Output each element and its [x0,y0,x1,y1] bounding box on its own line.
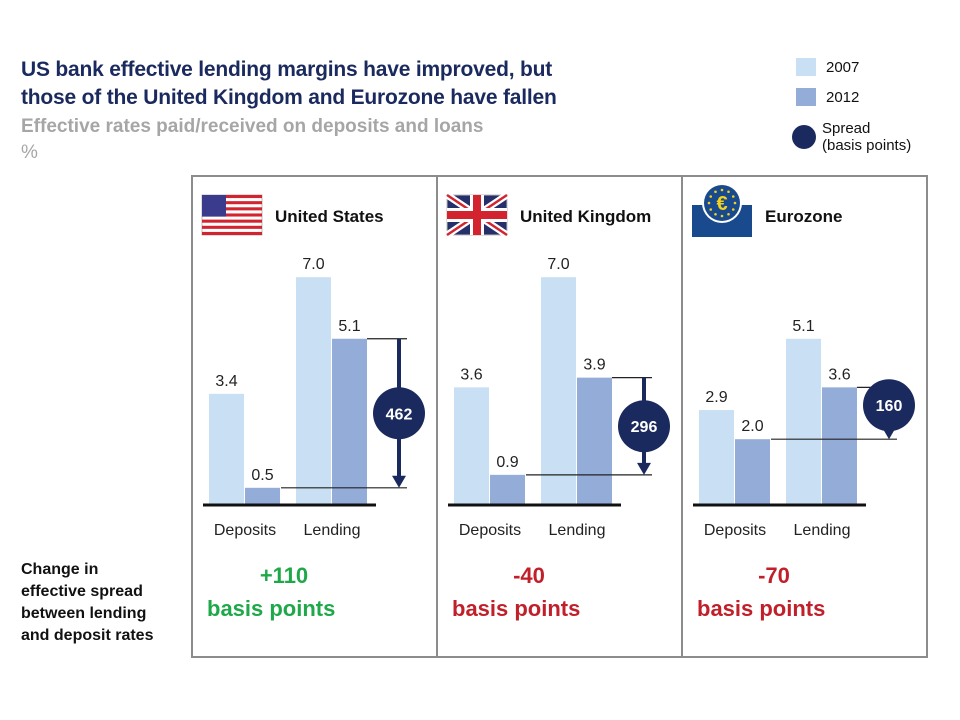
legend-label-2007: 2007 [826,58,860,76]
euro-sign-icon: € [716,193,727,215]
legend-item-spread: Spread (basis points) [792,120,911,154]
legend-spread-line-1: Spread [822,120,871,137]
bar-label-united-kingdom-lending-2007: 7.0 [547,256,569,273]
legend-swatch-2007 [796,58,816,76]
spread-callout-pointer-icon [882,427,896,440]
euro-emblem-star [707,201,711,205]
bar-label-eurozone-lending-2007: 5.1 [792,318,814,335]
bar-eurozone-lending-2007 [786,338,821,504]
legend-label-2012: 2012 [826,88,860,106]
bar-label-united-kingdom-deposits-2007: 3.6 [460,366,482,383]
bar-united-kingdom-deposits-2007 [454,387,489,504]
us-flag-stripe [202,195,262,199]
spread-dot-icon [792,125,816,149]
spread-badge [373,387,425,440]
chart-title-line-1: US bank effective lending margins have i… [21,58,553,81]
change-unit-united-states: basis points [207,596,335,621]
bar-label-united-kingdom-deposits-2012: 0.9 [496,454,518,471]
category-label-lending: Lending [794,522,851,539]
bar-united-kingdom-lending-2007 [541,277,576,504]
unit-label: % [21,142,38,163]
bar-eurozone-deposits-2012 [735,439,770,504]
euro-emblem-star [720,188,724,192]
uk-flag-cross-red [447,211,507,219]
spread-arrowhead-icon [392,475,406,488]
bar-label-eurozone-deposits-2007: 2.9 [705,389,727,406]
euro-emblem-star [709,195,713,198]
category-label-lending: Lending [304,522,361,539]
category-label-deposits: Deposits [459,522,521,539]
change-unit-united-kingdom: basis points [452,596,580,621]
side-label-line-4: and deposit rates [21,627,154,644]
bar-label-united-states-deposits-2012: 0.5 [251,467,273,484]
euro-emblem-star [714,190,717,194]
panel-title-united-states: United States [275,207,384,226]
euro-emblem-disc [704,185,740,221]
us-flag-stripe [202,207,262,211]
spread-value: 296 [631,419,658,436]
panel-title-united-kingdom: United Kingdom [520,207,651,226]
us-flag-stripe [202,213,262,217]
bar-united-kingdom-deposits-2012 [490,474,525,504]
euro-emblem-star [727,190,730,194]
category-label-deposits: Deposits [704,522,766,539]
us-flag-canton [202,195,226,217]
legend-item-2007: 2007 [796,58,859,76]
us-flag-stripe [202,219,262,223]
change-unit-eurozone: basis points [697,596,825,621]
spread-badge [618,400,670,453]
spread-value: 160 [876,398,903,415]
euro-emblem-star [731,208,735,211]
euro-emblem-star [727,212,730,216]
bar-united-kingdom-lending-2012 [577,377,612,504]
spread-badge [863,379,915,432]
bar-eurozone-deposits-2007 [699,410,734,504]
us-flag-stripe [202,231,262,235]
bar-eurozone-lending-2012 [822,387,857,504]
bar-label-united-states-deposits-2007: 3.4 [215,373,237,390]
euro-emblem-star [714,212,717,216]
chart-title-line-2: those of the United Kingdom and Eurozone… [21,86,557,109]
change-value-eurozone: -70 [758,563,790,588]
us-flag-stripe [202,201,262,205]
panel-title-eurozone: Eurozone [765,207,842,226]
legend-swatch-2012 [796,88,816,106]
side-label-line-2: effective spread [21,583,143,600]
bar-united-states-deposits-2012 [245,487,280,504]
category-label-deposits: Deposits [214,522,276,539]
euro-emblem-star [733,201,737,205]
bar-label-united-states-lending-2012: 5.1 [338,318,360,335]
bar-united-states-lending-2012 [332,338,367,504]
bar-label-united-kingdom-lending-2012: 3.9 [583,357,605,374]
bar-label-united-states-lending-2007: 7.0 [302,256,324,273]
euro-emblem-star [720,214,724,218]
euro-emblem-star [709,208,713,211]
spread-arrowhead-icon [637,462,651,475]
legend-spread-line-2: (basis points) [822,137,912,154]
chart-subtitle: Effective rates paid/received on deposit… [21,116,484,137]
bar-united-states-lending-2007 [296,277,331,504]
bar-united-states-deposits-2007 [209,393,244,504]
change-value-united-kingdom: -40 [513,563,545,588]
side-label-line-3: between lending [21,605,147,622]
us-flag-stripe [202,225,262,229]
change-value-united-states: +110 [260,563,308,588]
spread-value: 462 [386,406,413,423]
bar-label-eurozone-deposits-2012: 2.0 [741,418,763,435]
side-label-line-1: Change in [21,561,99,578]
panels-frame [191,175,928,658]
legend-item-2012: 2012 [796,88,859,106]
euro-emblem-star [731,195,735,198]
category-label-lending: Lending [549,522,606,539]
bar-label-eurozone-lending-2012: 3.6 [828,366,850,383]
legend-label-spread: Spread (basis points) [822,120,911,154]
change-in-spread-label: Change in effective spread between lendi… [21,559,153,647]
chart-title: US bank effective lending margins have i… [21,56,557,112]
